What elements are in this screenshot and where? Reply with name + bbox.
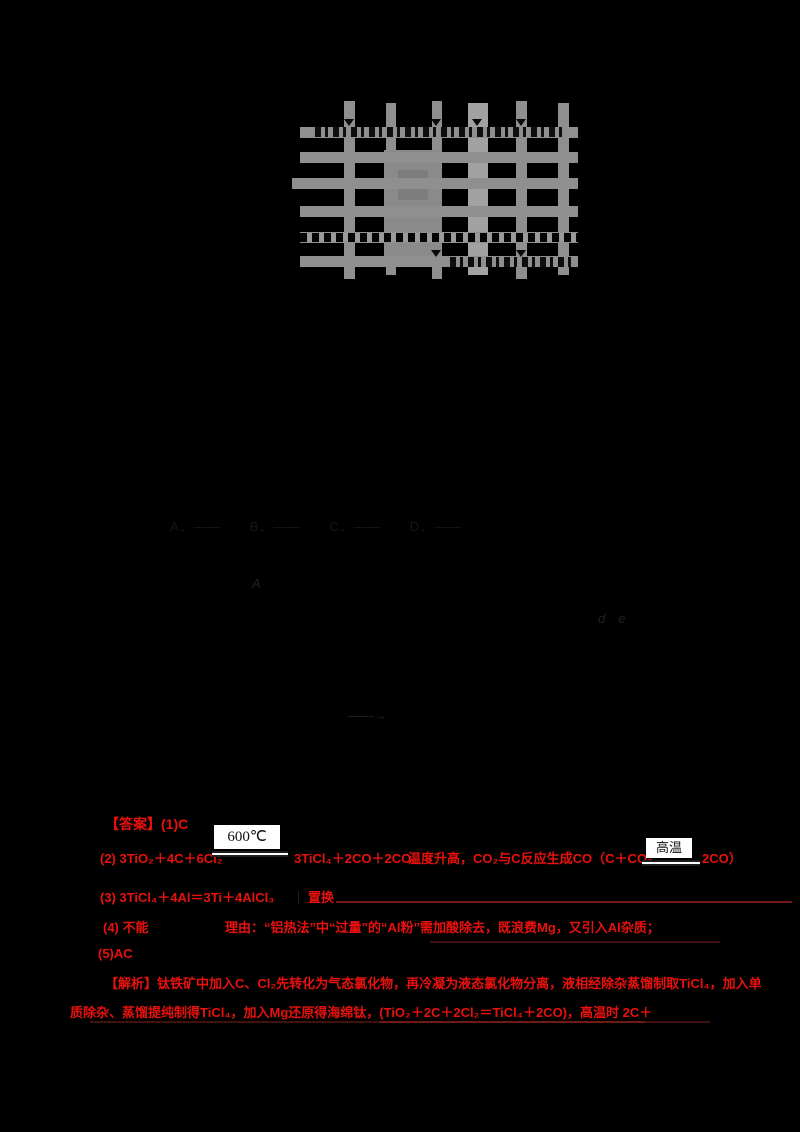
answer-q5: (5)AC [98,946,133,961]
answer-q4-reason: 理由：“铝热法”中“过量”的“Al粉”需加酸除去，既浪费Mg，又引入Al杂质； [225,920,660,935]
arrow-down-icon [431,250,441,257]
diagram-row [300,152,578,163]
faint-mark-a: A [252,576,261,591]
faint-arrow-note: ――→ [348,708,387,723]
diagram-row [300,256,578,267]
answer-q2-equation-right: 3TiCl₄＋2CO＋2CO₂ [294,851,417,866]
analysis-line-2: 质除杂、蒸馏提纯制得TiCl₄，加入Mg还原得海绵钛，(TiO₂＋2C＋2Cl₂… [70,1005,653,1020]
answer-header: 【答案】(1)C [105,816,189,832]
condition-box-gaowen: 高温 [646,838,692,858]
question-options-line: A．―― B．―― C．―― D．―― [170,519,463,534]
analysis-line-1: 【解析】钛铁矿中加入C、Cl₂先转化为气态氯化物，再冷凝为液态氯化物分离，液相经… [105,976,762,991]
arrow-down-icon [344,119,354,126]
answer-q3-separator: ｜ [292,890,306,905]
answer-q2-note: 温度升高，CO₂与C反应生成CO（C＋CO₂ [408,851,653,866]
diagram-column [516,101,527,279]
arrow-down-icon [431,119,441,126]
equation-double-line [212,851,288,857]
answer-q2-equation-left: (2) 3TiO₂＋4C＋6Cl₂ [100,851,223,866]
diagram-column [558,103,569,275]
faint-mark-de: d e [598,611,626,626]
diagram-dashed-row [300,233,578,242]
answer-blank-underline [336,901,792,903]
answer-underline-dim [430,941,720,943]
arrow-down-icon [516,250,526,257]
diagram-row [292,178,578,189]
equation-double-line [642,860,700,866]
diagram-label-smudge [450,257,575,267]
answer-q2-note-tail: 2CO） [702,851,742,866]
answer-q3-reaction-type: 置换 [308,890,335,905]
answer-q4-label: (4) 不能 [103,920,149,935]
process-flow-diagram [292,95,578,281]
arrow-down-icon [516,119,526,126]
arrow-down-icon [472,119,482,126]
diagram-column [344,101,355,279]
diagram-row [300,206,578,217]
condition-box-600c: 600℃ [214,825,280,849]
diagram-label-smudge [315,127,565,137]
answer-q3-equation: (3) 3TiCl₄＋4Al＝3Ti＋4AlCl₃ [100,890,275,905]
analysis-underline [380,1021,645,1023]
